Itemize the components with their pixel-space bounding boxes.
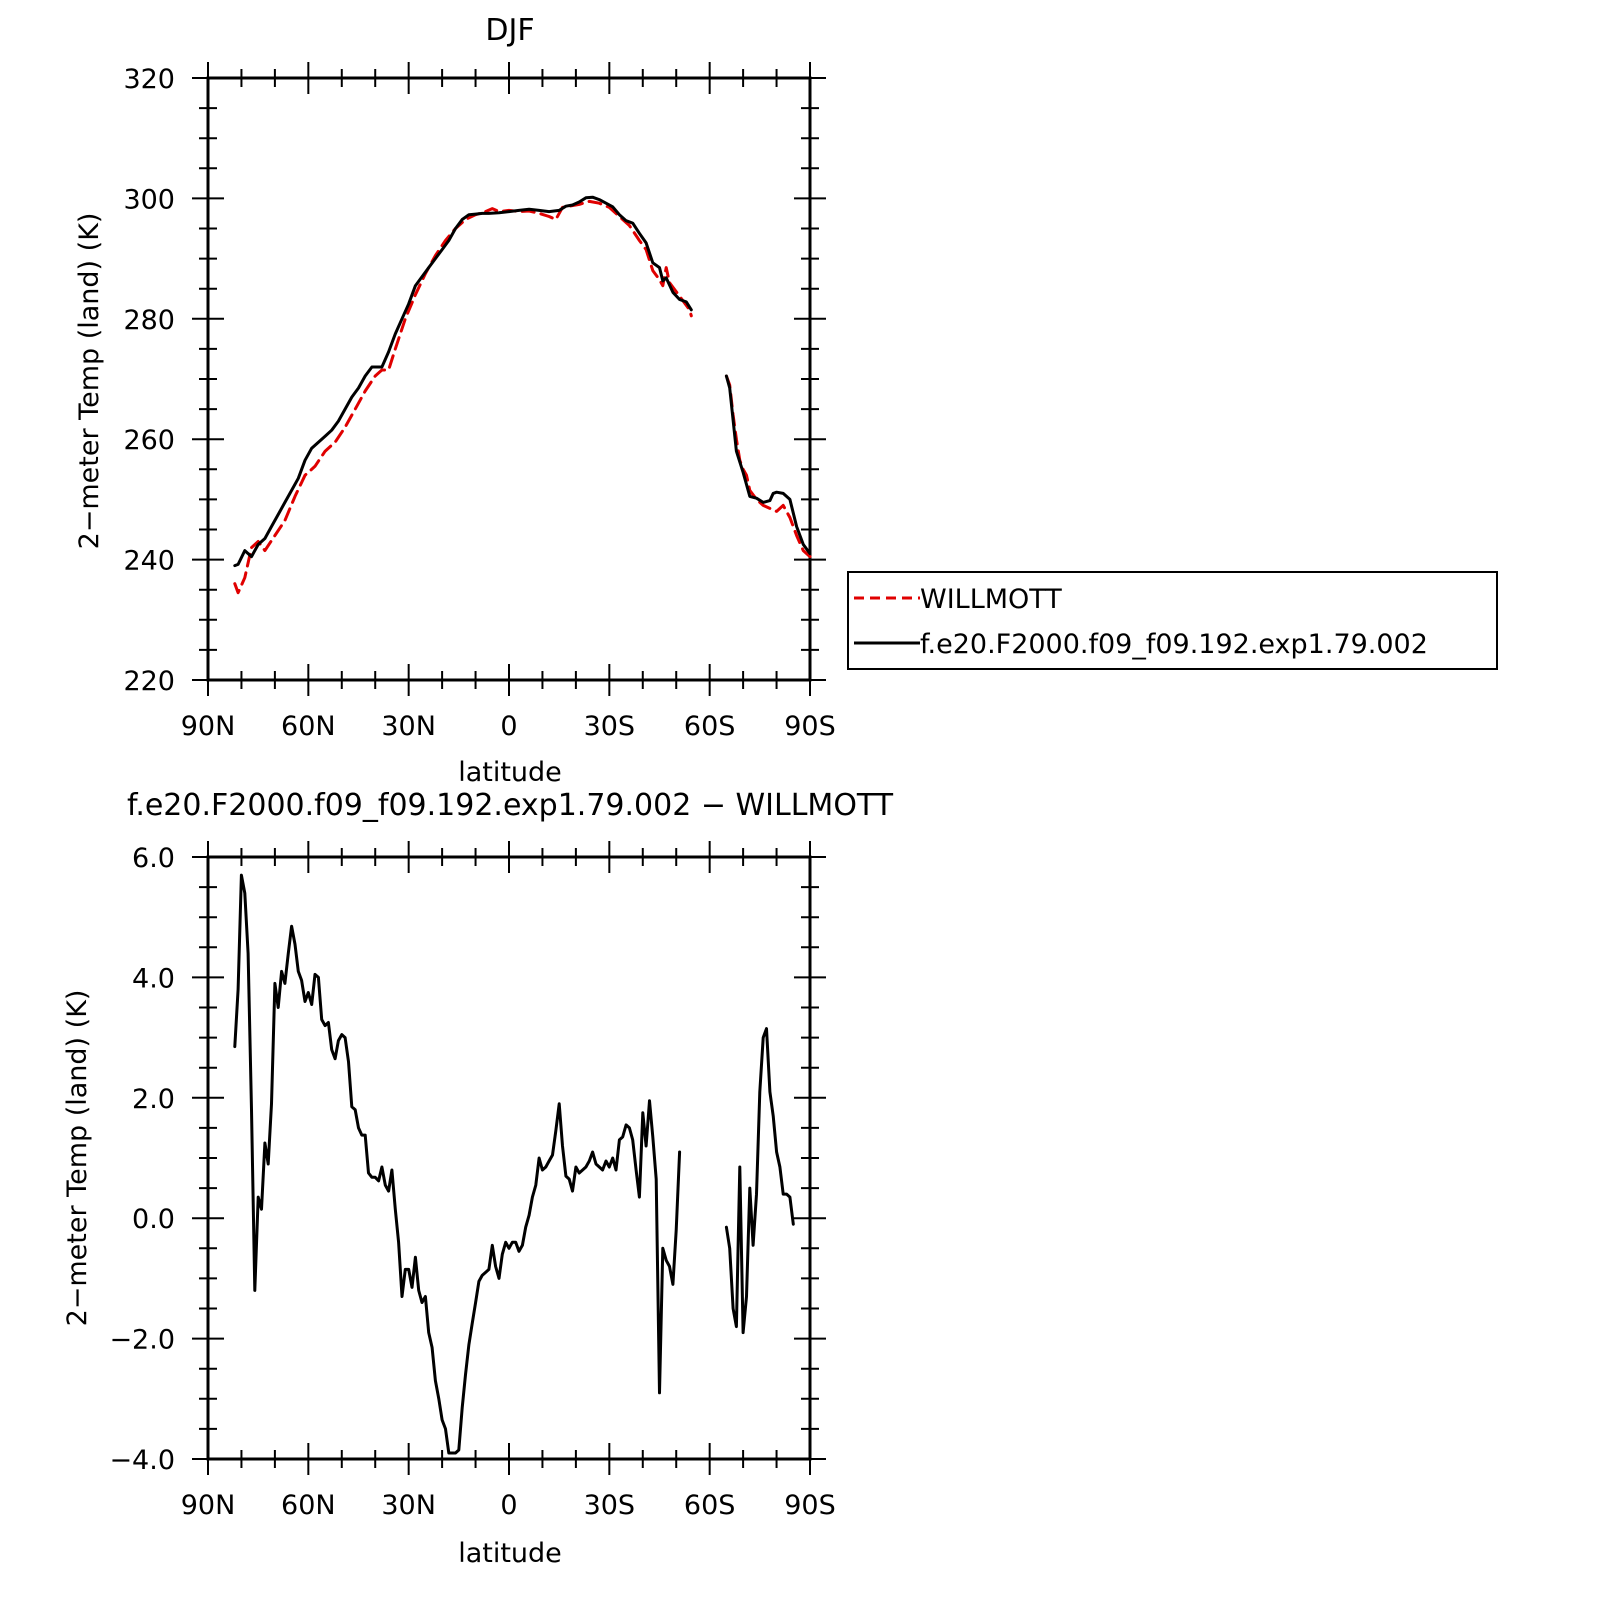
bottom-ylabel: 2−meter Temp (land) (K) <box>62 990 93 1327</box>
y-tick-label: 2.0 <box>132 1084 175 1115</box>
top-title: DJF <box>485 13 534 48</box>
series-line-0-segment-1 <box>724 1027 795 1335</box>
top-panel: DJF 220 240 260 280 300 320 90N 60N 30N 0 30S 60S 90… <box>74 13 1498 788</box>
series-line-0-segment-0 <box>233 873 682 1455</box>
y-tick-label: 320 <box>123 64 175 95</box>
y-tick-label: 4.0 <box>132 963 175 994</box>
plot-frame <box>206 76 812 682</box>
legend: WILLMOTT f.e20.F2000.f09_f09.192.exp1.79… <box>847 571 1498 670</box>
x-tick-label: 0 <box>500 1490 517 1521</box>
x-tick-label: 30S <box>584 711 636 742</box>
series-line-0-segment-0 <box>233 199 693 595</box>
x-tick-label: 90N <box>181 711 236 742</box>
x-tick-label: 60S <box>684 1490 736 1521</box>
top-xlabel: latitude <box>458 757 562 788</box>
bottom-panel: f.e20.F2000.f09_f09.192.exp1.79.002 − WI… <box>62 788 894 1569</box>
bottom-title: f.e20.F2000.f09_f09.192.exp1.79.002 − WI… <box>127 788 894 823</box>
x-tick-label: 30N <box>381 1490 436 1521</box>
bottom-plot-area: −4.0 −2.0 0.0 2.0 4.0 6.0 90N 60N 30N 0 30S 60S 90S <box>109 841 836 1521</box>
x-tick-label: 90S <box>784 711 836 742</box>
plot-frame <box>206 855 812 1461</box>
series-line-1-segment-0 <box>233 195 693 568</box>
y-tick-label: −4.0 <box>109 1445 175 1476</box>
legend-box <box>847 571 1498 670</box>
y-tick-label: 240 <box>123 546 175 577</box>
y-tick-label: 220 <box>123 666 175 697</box>
top-ylabel: 2−meter Temp (land) (K) <box>74 213 105 550</box>
x-tick-label: 60S <box>684 711 736 742</box>
y-tick-label: −2.0 <box>109 1325 175 1356</box>
y-tick-label: 0.0 <box>132 1204 175 1235</box>
top-plot-area: 220 240 260 280 300 320 90N 60N 30N 0 30S 60S 90S <box>123 62 836 742</box>
x-tick-label: 30N <box>381 711 436 742</box>
y-tick-label: 280 <box>123 305 175 336</box>
x-tick-label: 0 <box>500 711 517 742</box>
legend-label-willmott: WILLMOTT <box>920 584 1062 615</box>
bottom-xlabel: latitude <box>458 1538 562 1569</box>
y-tick-label: 300 <box>123 184 175 215</box>
y-tick-label: 260 <box>123 425 175 456</box>
y-tick-label: 6.0 <box>132 843 175 874</box>
legend-label-model: f.e20.F2000.f09_f09.192.exp1.79.002 <box>920 629 1428 660</box>
series-line-1-segment-1 <box>724 374 812 556</box>
x-tick-label: 90S <box>784 1490 836 1521</box>
x-tick-label: 90N <box>181 1490 236 1521</box>
x-tick-label: 60N <box>281 711 336 742</box>
x-tick-label: 30S <box>584 1490 636 1521</box>
x-tick-label: 60N <box>281 1490 336 1521</box>
